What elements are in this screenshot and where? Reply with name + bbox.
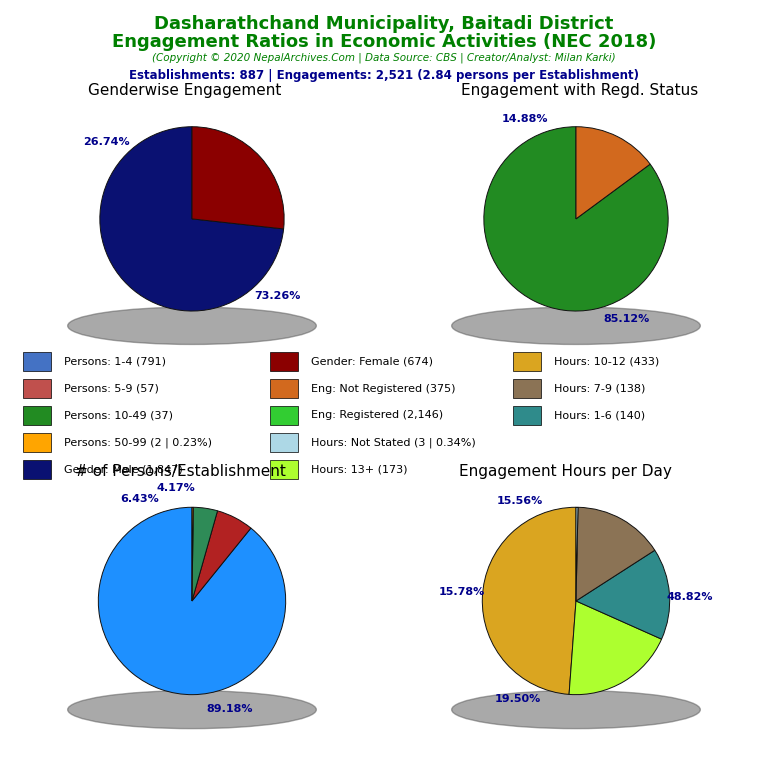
Text: 15.78%: 15.78% <box>439 588 485 598</box>
Bar <box>23 353 51 371</box>
Ellipse shape <box>452 307 700 345</box>
Text: Hours: 1-6 (140): Hours: 1-6 (140) <box>554 410 645 421</box>
Text: Hours: Not Stated (3 | 0.34%): Hours: Not Stated (3 | 0.34%) <box>310 437 475 448</box>
Text: # of Persons/Establishment: # of Persons/Establishment <box>74 464 286 478</box>
Bar <box>23 406 51 425</box>
Wedge shape <box>482 508 576 694</box>
Text: Engagement Ratios in Economic Activities (NEC 2018): Engagement Ratios in Economic Activities… <box>112 33 656 51</box>
Ellipse shape <box>68 690 316 729</box>
Text: Eng: Not Registered (375): Eng: Not Registered (375) <box>310 383 455 394</box>
Text: Engagement Hours per Day: Engagement Hours per Day <box>458 464 672 478</box>
Text: Persons: 1-4 (791): Persons: 1-4 (791) <box>64 356 166 367</box>
Text: 73.26%: 73.26% <box>255 291 301 301</box>
Bar <box>513 379 541 398</box>
Bar <box>23 460 51 478</box>
Text: Gender: Female (674): Gender: Female (674) <box>310 356 432 367</box>
Text: 85.12%: 85.12% <box>604 314 650 324</box>
Wedge shape <box>192 508 194 601</box>
Text: 4.17%: 4.17% <box>156 483 195 493</box>
Text: Gender: Male (1,847): Gender: Male (1,847) <box>64 464 183 475</box>
Ellipse shape <box>68 307 316 345</box>
Text: 89.18%: 89.18% <box>207 703 253 713</box>
Bar <box>270 379 298 398</box>
Bar <box>23 433 51 452</box>
Text: Persons: 5-9 (57): Persons: 5-9 (57) <box>64 383 158 394</box>
Text: Hours: 10-12 (433): Hours: 10-12 (433) <box>554 356 659 367</box>
Text: Persons: 10-49 (37): Persons: 10-49 (37) <box>64 410 173 421</box>
Bar <box>270 460 298 478</box>
Wedge shape <box>192 511 251 601</box>
Text: Engagement with Regd. Status: Engagement with Regd. Status <box>461 84 698 98</box>
Bar <box>513 406 541 425</box>
Text: 15.56%: 15.56% <box>497 496 543 506</box>
Wedge shape <box>192 127 284 229</box>
Text: Establishments: 887 | Engagements: 2,521 (2.84 persons per Establishment): Establishments: 887 | Engagements: 2,521… <box>129 69 639 82</box>
Bar <box>23 379 51 398</box>
Wedge shape <box>576 550 670 639</box>
Text: Hours: 13+ (173): Hours: 13+ (173) <box>310 464 407 475</box>
Bar <box>270 433 298 452</box>
Wedge shape <box>98 508 286 694</box>
Text: 26.74%: 26.74% <box>83 137 130 147</box>
Wedge shape <box>576 127 650 219</box>
Wedge shape <box>576 508 578 601</box>
Wedge shape <box>576 508 655 601</box>
Wedge shape <box>192 508 217 601</box>
Bar <box>270 406 298 425</box>
Text: 6.43%: 6.43% <box>120 495 159 505</box>
Text: Persons: 50-99 (2 | 0.23%): Persons: 50-99 (2 | 0.23%) <box>64 437 212 448</box>
Bar <box>270 353 298 371</box>
Text: Dasharathchand Municipality, Baitadi District: Dasharathchand Municipality, Baitadi Dis… <box>154 15 614 33</box>
Text: Eng: Registered (2,146): Eng: Registered (2,146) <box>310 410 443 421</box>
Ellipse shape <box>452 690 700 729</box>
Wedge shape <box>100 127 283 311</box>
Wedge shape <box>569 601 661 694</box>
Text: Hours: 7-9 (138): Hours: 7-9 (138) <box>554 383 645 394</box>
Text: 19.50%: 19.50% <box>495 694 541 704</box>
Text: 48.82%: 48.82% <box>667 591 713 601</box>
Text: (Copyright © 2020 NepalArchives.Com | Data Source: CBS | Creator/Analyst: Milan : (Copyright © 2020 NepalArchives.Com | Da… <box>152 52 616 63</box>
Text: Genderwise Engagement: Genderwise Engagement <box>88 84 282 98</box>
Bar <box>513 353 541 371</box>
Wedge shape <box>484 127 668 311</box>
Text: 14.88%: 14.88% <box>502 114 548 124</box>
